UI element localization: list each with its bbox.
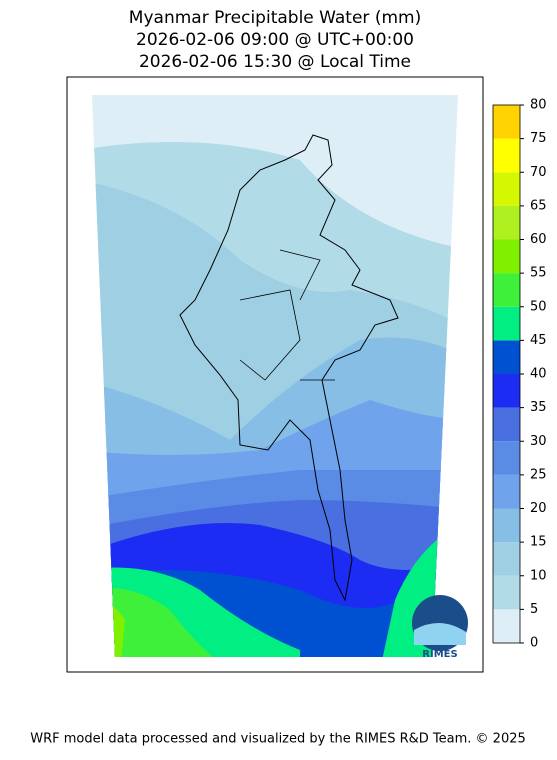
region-borders xyxy=(239,249,335,381)
colorbar-segment xyxy=(493,609,520,643)
logo: RIMES xyxy=(412,595,468,660)
map-field xyxy=(92,95,458,657)
colorbar-segment xyxy=(493,374,520,408)
colorbar-segment xyxy=(493,474,520,509)
colorbar-tick-label: 40 xyxy=(530,367,547,382)
colorbar-tick-label: 60 xyxy=(530,232,547,247)
colorbar-segment xyxy=(493,542,520,576)
colorbar-segment xyxy=(493,239,520,274)
colorbar-segment xyxy=(493,205,520,240)
colorbar-tick-label: 55 xyxy=(530,266,547,281)
colorbar-tick-label: 45 xyxy=(530,333,547,348)
colorbar-segment xyxy=(493,508,520,543)
colorbar-segment xyxy=(493,441,520,475)
title-line: 2026-02-06 09:00 @ UTC+00:00 xyxy=(136,30,414,50)
colorbar-segment xyxy=(493,138,520,173)
colorbar-tick-label: 70 xyxy=(530,165,547,180)
colorbar-tick-label: 5 xyxy=(530,602,538,617)
colorbar-segment xyxy=(493,407,520,442)
colorbar-tick-label: 35 xyxy=(530,400,547,415)
title-line: 2026-02-06 15:30 @ Local Time xyxy=(139,52,411,72)
logo-text: RIMES xyxy=(422,649,457,660)
colorbar-segment xyxy=(493,306,520,341)
colorbar: 0 5 10 15 20 25 30 35 40 45 50 55 60 65 70 75 80 xyxy=(492,98,547,651)
colorbar-tick-label: 25 xyxy=(530,467,547,482)
colorbar-tick-label: 10 xyxy=(530,568,547,583)
colorbar-tick-label: 30 xyxy=(530,434,547,449)
colorbar-segment xyxy=(493,273,520,307)
colorbar-tick-label: 50 xyxy=(530,299,547,314)
country-outline xyxy=(179,134,399,602)
colorbar-tick-label: 20 xyxy=(530,501,547,516)
colorbar-segment xyxy=(493,105,520,139)
colorbar-tick-label: 0 xyxy=(530,636,538,651)
colorbar-tick-label: 75 xyxy=(530,131,547,146)
colorbar-tick-label: 15 xyxy=(530,535,547,550)
colorbar-tick-label: 65 xyxy=(530,198,547,213)
footer: WRF model data processed and visualized … xyxy=(30,732,526,747)
title-line: Myanmar Precipitable Water (mm) xyxy=(129,8,421,28)
colorbar-segment xyxy=(493,340,520,374)
colorbar-segment xyxy=(493,172,520,206)
colorbar-segment xyxy=(493,575,520,610)
colorbar-tick-label: 80 xyxy=(530,98,547,113)
